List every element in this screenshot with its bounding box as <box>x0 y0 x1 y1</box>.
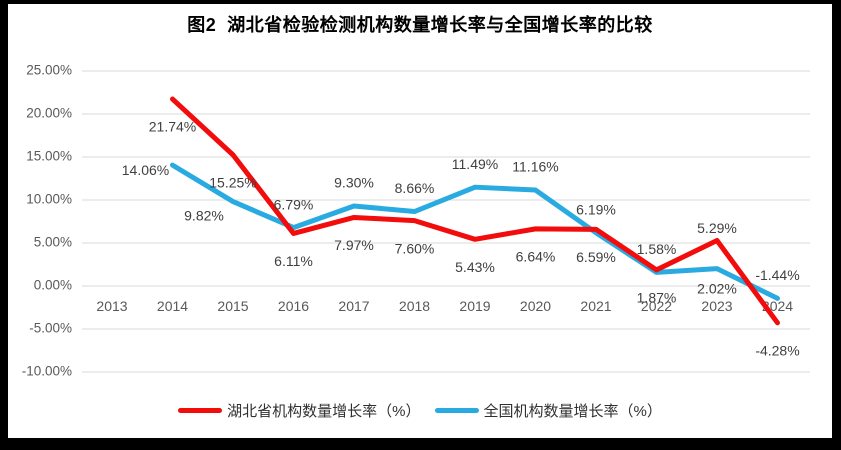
data-point-label: 11.16% <box>512 159 558 175</box>
chart-legend: 湖北省机构数量增长率（%） 全国机构数量增长率（%） <box>8 400 832 421</box>
y-axis-tick-label: 20.00% <box>26 106 72 121</box>
data-point-label: 5.29% <box>697 220 737 236</box>
legend-item-national: 全国机构数量增长率（%） <box>434 400 662 421</box>
data-point-label: 8.66% <box>395 180 435 196</box>
data-point-label: -1.44% <box>755 267 799 283</box>
hubei-line-swatch <box>178 408 223 413</box>
national-line-swatch <box>434 408 479 413</box>
x-axis-year-label: 2020 <box>520 298 551 314</box>
y-axis-tick-label: 15.00% <box>26 149 72 164</box>
y-axis-tick-label: 5.00% <box>34 235 72 250</box>
x-axis-year-label: 2015 <box>217 298 248 314</box>
legend-label-hubei: 湖北省机构数量增长率（%） <box>227 403 421 420</box>
data-point-label: -4.28% <box>755 343 799 359</box>
y-axis-tick-label: -5.00% <box>29 321 72 336</box>
data-point-label: 1.58% <box>637 241 677 257</box>
data-point-label: 9.82% <box>184 207 224 223</box>
x-axis-year-label: 2017 <box>338 298 369 314</box>
data-point-label: 7.60% <box>395 240 435 256</box>
x-axis-year-label: 2022 <box>641 298 672 314</box>
data-point-label: 6.11% <box>274 253 313 269</box>
data-point-label: 21.74% <box>149 119 196 135</box>
y-axis-tick-label: 10.00% <box>26 192 72 207</box>
data-point-label: 1.87% <box>637 290 677 306</box>
data-point-label: 6.19% <box>576 201 616 217</box>
legend-item-hubei: 湖北省机构数量增长率（%） <box>178 400 421 421</box>
x-axis-year-label: 2021 <box>580 298 611 314</box>
data-point-label: 15.25% <box>209 175 256 191</box>
data-point-label: 6.59% <box>576 249 616 265</box>
legend-label-national: 全国机构数量增长率（%） <box>483 403 662 420</box>
x-axis-year-label: 2014 <box>157 298 188 314</box>
x-axis-year-label: 2013 <box>96 298 127 314</box>
data-point-label: 9.30% <box>334 175 374 191</box>
data-point-label: 6.79% <box>274 196 314 212</box>
x-axis-year-label: 2023 <box>701 298 732 314</box>
data-point-label: 6.64% <box>516 249 556 265</box>
series-line <box>170 96 780 326</box>
y-axis-tick-label: 25.00% <box>26 63 72 78</box>
growth-rate-line-chart: -10.00% -5.00% 0.00% 5.00% 10.00% 15.00% 20.00… <box>22 63 810 379</box>
y-axis-tick-label: -10.00% <box>22 364 72 379</box>
data-point-label: 5.43% <box>455 259 495 275</box>
data-point-label: 14.06% <box>122 162 169 178</box>
x-axis-year-label: 2018 <box>399 298 430 314</box>
x-axis-year-label: 2016 <box>278 298 309 314</box>
data-point-label: 7.97% <box>334 237 374 253</box>
data-point-label: 11.49% <box>452 156 498 172</box>
data-point-label: 2.02% <box>697 280 737 296</box>
chart-title: 图2 湖北省检验检测机构数量增长率与全国增长率的比较 <box>187 15 653 35</box>
x-axis-year-label: 2019 <box>459 298 490 314</box>
series-line <box>170 162 780 301</box>
y-axis-tick-label: 0.00% <box>34 278 72 293</box>
